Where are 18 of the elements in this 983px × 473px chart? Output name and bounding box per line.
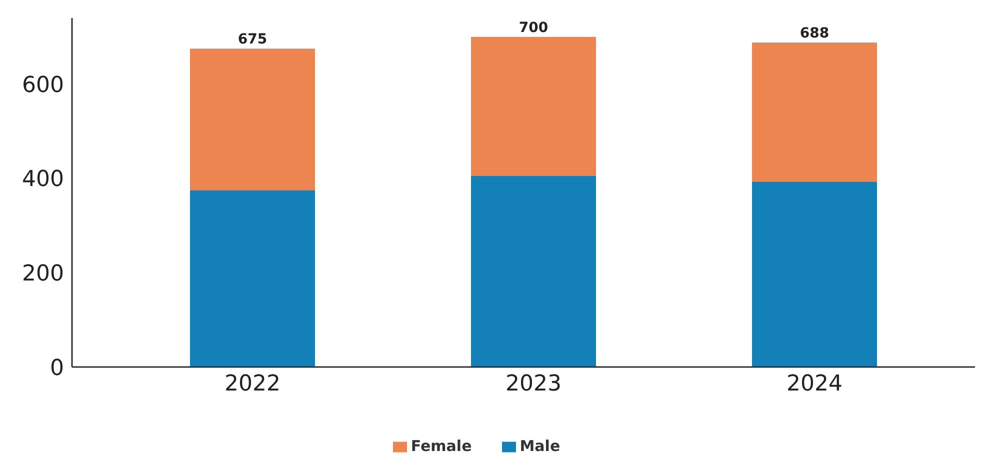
- bar: [471, 176, 596, 367]
- bar: [190, 48, 315, 190]
- total-label: 675: [238, 32, 268, 48]
- legend-label: Male: [520, 437, 560, 455]
- bar: [752, 42, 877, 182]
- x-tick-label: 2023: [506, 372, 562, 397]
- bar: [190, 190, 315, 367]
- y-tick-label: 200: [22, 261, 64, 286]
- legend-label: Female: [410, 437, 472, 455]
- bar: [752, 182, 877, 367]
- x-tick-label: 2024: [786, 372, 842, 397]
- x-tick-label: 2022: [224, 372, 280, 397]
- total-label: 700: [518, 20, 548, 36]
- total-label: 688: [800, 26, 830, 42]
- y-tick-label: 0: [50, 356, 64, 381]
- y-tick-label: 400: [22, 167, 64, 192]
- bar: [471, 36, 596, 176]
- y-tick-label: 600: [22, 72, 64, 98]
